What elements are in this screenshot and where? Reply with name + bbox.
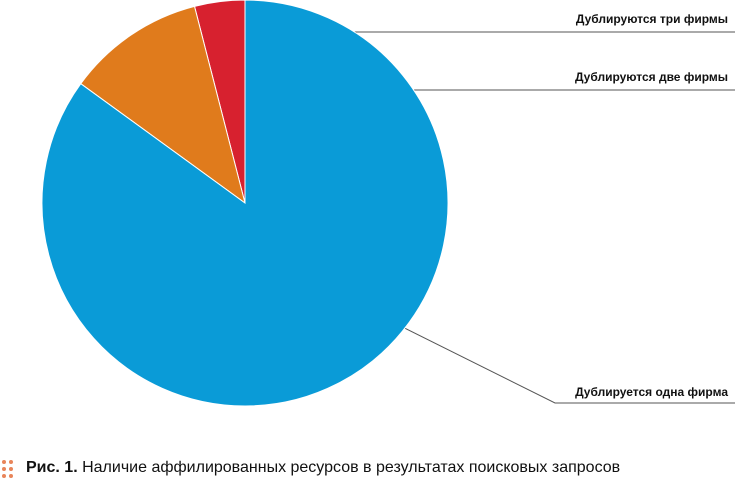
caption: Рис. 1. Наличие аффилированных ресурсов … (26, 459, 620, 476)
caption-text: Наличие аффилированных ресурсов в резуль… (82, 459, 620, 476)
category-label: Дублируется одна фирма (575, 385, 728, 399)
category-label: Дублируются три фирмы (576, 12, 728, 26)
caption-label: Рис. 1. (26, 459, 78, 476)
pie-slice (41, 0, 449, 407)
pie-slice (80, 5, 246, 205)
category-label: Дублируются две фирмы (575, 70, 728, 84)
caption-icon (2, 460, 13, 478)
